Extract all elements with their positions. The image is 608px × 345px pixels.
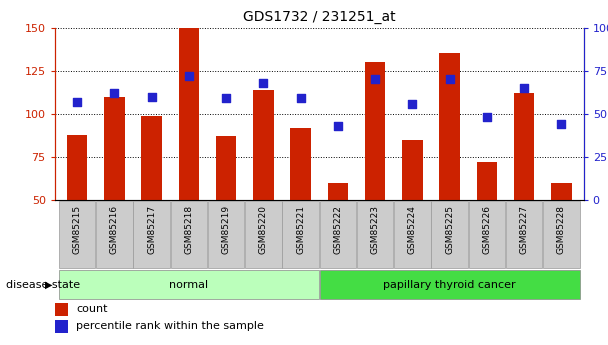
Bar — [133, 201, 170, 268]
Bar — [431, 201, 468, 268]
Bar — [291, 128, 311, 200]
Text: GSM85220: GSM85220 — [259, 205, 268, 254]
Bar — [104, 97, 125, 200]
Bar — [179, 28, 199, 200]
Bar — [551, 183, 572, 200]
Text: GSM85224: GSM85224 — [408, 205, 417, 254]
Text: GSM85215: GSM85215 — [72, 205, 81, 254]
Text: GSM85223: GSM85223 — [371, 205, 379, 254]
Bar — [357, 201, 393, 268]
Text: GSM85222: GSM85222 — [333, 205, 342, 254]
Point — [444, 77, 454, 82]
Point — [221, 96, 231, 101]
Text: ▶: ▶ — [45, 280, 52, 289]
Bar — [402, 140, 423, 200]
Bar — [514, 93, 534, 200]
Point — [258, 80, 268, 86]
Text: percentile rank within the sample: percentile rank within the sample — [76, 322, 264, 331]
Bar — [394, 201, 430, 268]
Text: count: count — [76, 304, 108, 314]
Bar — [208, 201, 244, 268]
Bar — [55, 303, 68, 316]
Bar — [59, 270, 319, 299]
Bar — [477, 162, 497, 200]
Text: papillary thyroid cancer: papillary thyroid cancer — [383, 280, 516, 289]
Bar — [245, 201, 282, 268]
Bar — [469, 201, 505, 268]
Bar — [253, 90, 274, 200]
Text: GSM85218: GSM85218 — [184, 205, 193, 254]
Bar — [282, 201, 319, 268]
Bar — [67, 135, 88, 200]
Text: GSM85226: GSM85226 — [482, 205, 491, 254]
Bar — [440, 53, 460, 200]
Point — [556, 121, 566, 127]
Point — [370, 77, 380, 82]
Bar — [320, 270, 579, 299]
Point — [295, 96, 305, 101]
Text: GSM85219: GSM85219 — [221, 205, 230, 254]
Bar — [365, 62, 385, 200]
Bar — [506, 201, 542, 268]
Text: GSM85221: GSM85221 — [296, 205, 305, 254]
Point — [519, 85, 529, 91]
Point — [482, 115, 492, 120]
Point — [72, 99, 82, 105]
Bar — [59, 201, 95, 268]
Text: normal: normal — [169, 280, 209, 289]
Point — [407, 101, 417, 106]
Point — [147, 94, 156, 99]
Title: GDS1732 / 231251_at: GDS1732 / 231251_at — [243, 10, 396, 24]
Text: GSM85216: GSM85216 — [110, 205, 119, 254]
Bar — [328, 183, 348, 200]
Text: GSM85227: GSM85227 — [520, 205, 528, 254]
Point — [333, 123, 343, 129]
Point — [184, 73, 194, 79]
Text: GSM85228: GSM85228 — [557, 205, 566, 254]
Bar — [96, 201, 133, 268]
Bar — [543, 201, 579, 268]
Text: disease state: disease state — [6, 280, 80, 289]
Bar — [171, 201, 207, 268]
Bar — [141, 116, 162, 200]
Point — [109, 90, 119, 96]
Text: GSM85225: GSM85225 — [445, 205, 454, 254]
Bar — [320, 201, 356, 268]
Text: GSM85217: GSM85217 — [147, 205, 156, 254]
Bar — [216, 136, 237, 200]
Bar — [55, 320, 68, 333]
